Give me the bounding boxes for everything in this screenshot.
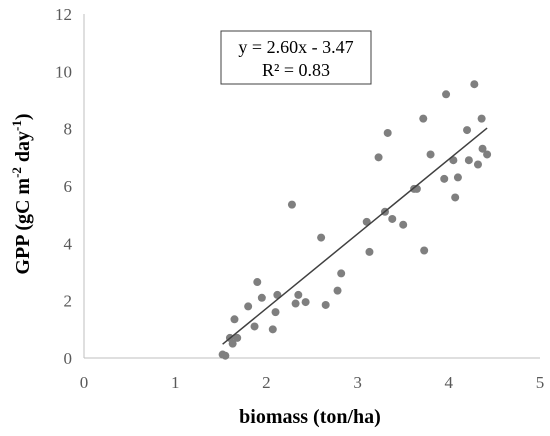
y-tick-label: 4	[64, 234, 73, 253]
y-tick-label: 2	[64, 292, 73, 311]
data-point	[233, 333, 242, 342]
data-point	[333, 286, 342, 295]
x-tick-label: 3	[353, 373, 362, 392]
data-point	[440, 174, 449, 183]
data-point	[419, 114, 428, 123]
data-point	[365, 247, 374, 256]
y-tick-label: 12	[55, 5, 72, 24]
data-point	[221, 351, 230, 360]
x-tick-label: 0	[80, 373, 89, 392]
data-point	[426, 150, 435, 159]
data-point	[478, 144, 487, 153]
data-point	[477, 114, 486, 123]
data-point	[271, 308, 280, 317]
data-point	[317, 233, 326, 242]
trendline	[222, 127, 488, 345]
data-point	[268, 325, 277, 334]
y-axis-title-part: )	[12, 113, 34, 120]
data-point	[473, 160, 482, 169]
data-point	[250, 322, 259, 331]
y-tick-label: 10	[55, 62, 72, 81]
r-squared-value: R² = 0.83	[262, 60, 330, 80]
trendline-equation: y = 2.60x - 3.47	[238, 37, 353, 57]
x-tick-label: 2	[262, 373, 271, 392]
data-point	[294, 290, 303, 299]
data-point	[230, 315, 239, 324]
data-point	[337, 269, 346, 278]
y-axis-title-superscript: -1	[9, 120, 24, 131]
x-tick-labels: 0 1 2 3 4 5	[80, 373, 545, 392]
y-tick-label: 8	[64, 120, 73, 139]
y-tick-labels: 0 2 4 6 8 10 12	[55, 5, 73, 368]
equation-box-border	[220, 30, 372, 85]
data-point	[388, 214, 397, 223]
data-point	[399, 220, 408, 229]
data-point	[301, 298, 310, 307]
y-tick-label: 0	[64, 349, 73, 368]
data-point	[321, 300, 330, 309]
x-tick-label: 1	[171, 373, 180, 392]
data-point	[253, 278, 262, 287]
y-axis-title: GPP (gC m-2 day-1)	[9, 113, 34, 274]
data-point	[470, 80, 479, 89]
data-point	[287, 200, 296, 209]
data-point	[244, 302, 253, 311]
y-axis-title-part: GPP (gC m	[12, 178, 34, 275]
data-point	[420, 246, 429, 255]
data-point	[257, 293, 266, 302]
data-point	[451, 193, 460, 202]
x-tick-label: 4	[445, 373, 454, 392]
equation-box: y = 2.60x - 3.47 R² = 0.83	[220, 30, 372, 85]
data-point	[463, 126, 472, 135]
data-point	[464, 156, 473, 165]
data-point	[228, 339, 237, 348]
data-points	[218, 80, 492, 360]
data-point	[453, 173, 462, 182]
data-point	[383, 128, 392, 137]
data-point	[374, 153, 383, 162]
data-point	[291, 299, 300, 308]
data-point	[483, 150, 492, 159]
x-axis-title: biomass (ton/ha)	[239, 406, 381, 428]
y-tick-label: 6	[64, 177, 73, 196]
y-axis-title-part: day	[12, 131, 34, 167]
data-point	[442, 90, 451, 99]
y-axis-title-superscript: -2	[9, 167, 24, 178]
x-tick-label: 5	[536, 373, 545, 392]
